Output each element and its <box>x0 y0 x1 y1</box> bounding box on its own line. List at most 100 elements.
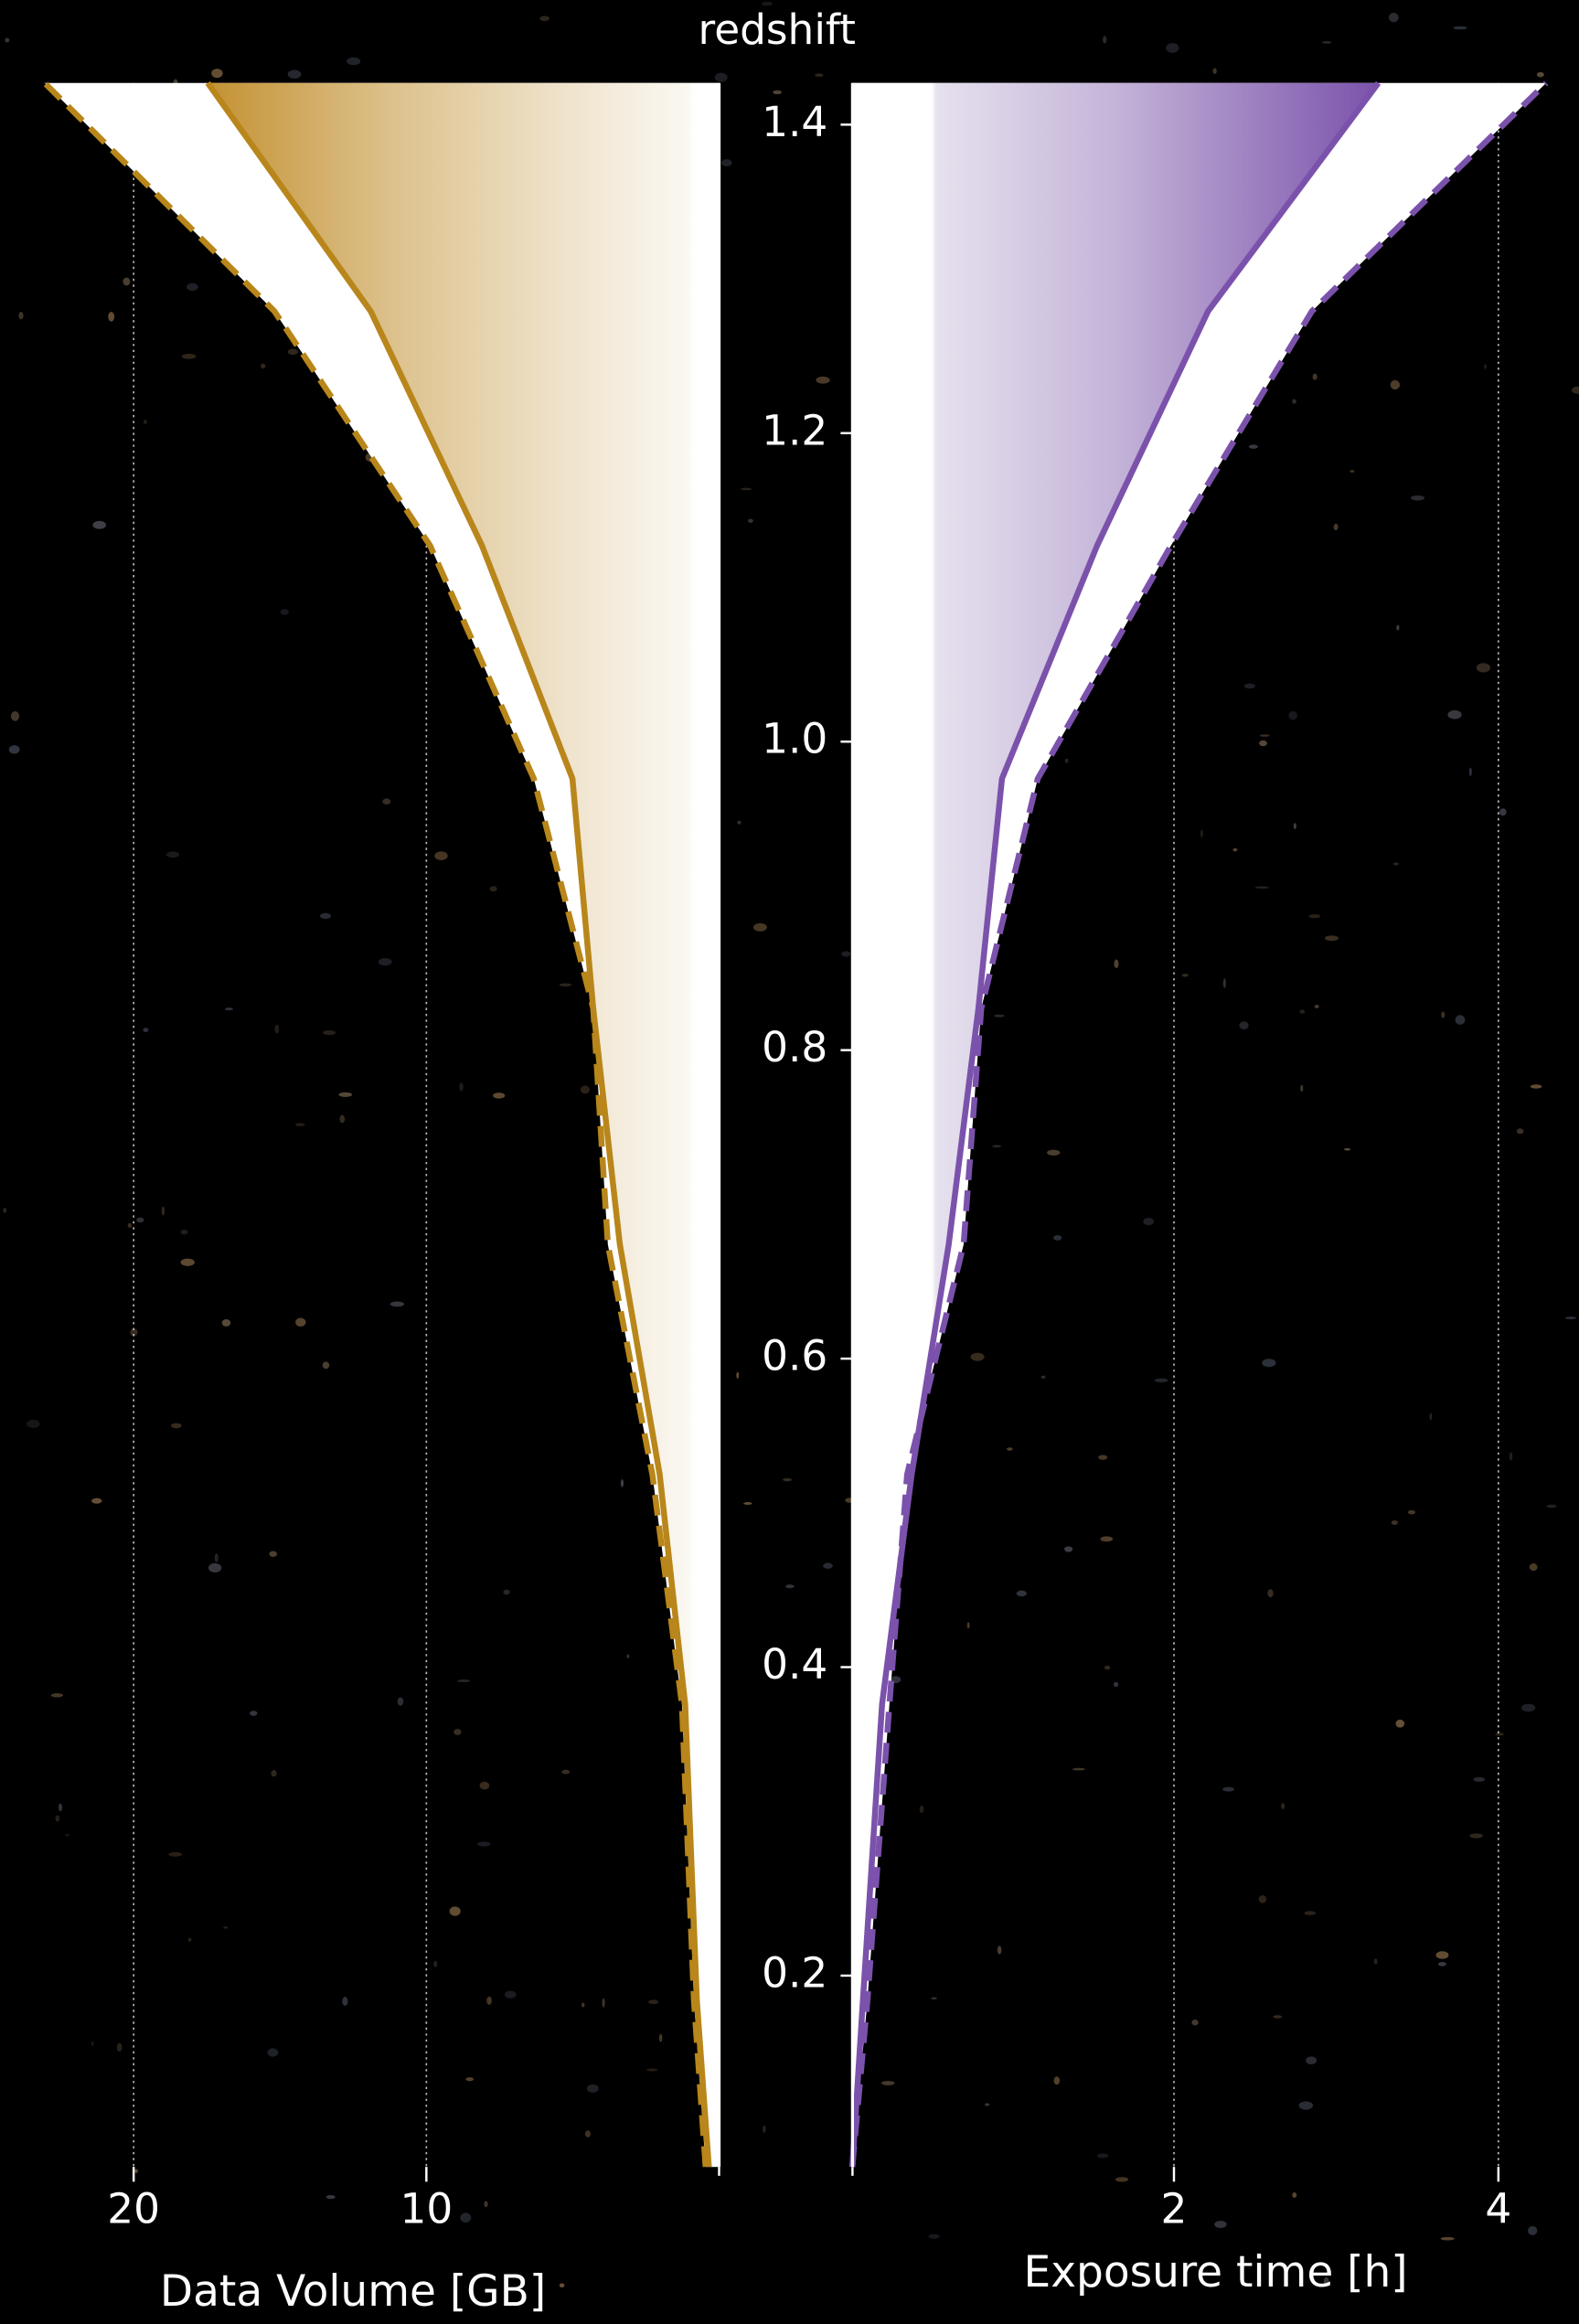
star <box>1304 1911 1317 1915</box>
star <box>539 16 549 22</box>
dashed-line <box>848 80 1549 2168</box>
star <box>1115 2177 1129 2182</box>
star <box>648 1999 659 2005</box>
star <box>295 1317 306 1327</box>
star <box>620 1478 624 1487</box>
star <box>1388 12 1399 23</box>
star <box>1006 1447 1013 1451</box>
star <box>11 711 20 721</box>
star <box>1292 399 1296 404</box>
star <box>127 1222 133 1228</box>
star <box>1053 2076 1061 2085</box>
star <box>269 1551 278 1557</box>
star <box>1064 1546 1073 1552</box>
star <box>123 277 131 286</box>
star <box>646 2068 658 2072</box>
star <box>1104 1665 1111 1670</box>
y-tick-label: 1.4 <box>762 98 827 146</box>
star <box>1232 848 1238 852</box>
star <box>161 1206 165 1216</box>
star <box>1495 1732 1504 1736</box>
star <box>287 348 299 356</box>
star <box>116 2042 123 2052</box>
star <box>1052 1234 1062 1241</box>
star <box>143 1028 149 1032</box>
star <box>992 1145 1002 1148</box>
star <box>1191 2020 1199 2026</box>
x-axis-label: Exposure time [h] <box>1024 2247 1408 2297</box>
star <box>50 1693 64 1698</box>
star <box>453 1728 462 1735</box>
star <box>271 1770 277 1777</box>
star <box>18 312 24 320</box>
star <box>928 2233 940 2239</box>
x-tick-label: 4 <box>1485 2184 1511 2233</box>
star <box>841 951 851 957</box>
star <box>581 2002 585 2008</box>
star <box>3 1208 7 1213</box>
star <box>584 2130 591 2137</box>
star <box>267 2048 279 2057</box>
star <box>1254 886 1270 890</box>
star <box>223 1926 229 1929</box>
star <box>1390 379 1401 390</box>
star <box>1473 1776 1486 1782</box>
star <box>1262 1359 1276 1368</box>
star <box>378 958 392 966</box>
star <box>1396 624 1400 631</box>
star <box>1321 40 1332 44</box>
star <box>1441 1011 1446 1018</box>
plot-area: 20 10 0.2 0.4 0.6 0.8 1.0 1.2 1.4 2 4 <box>42 80 1549 2233</box>
star <box>382 798 391 805</box>
star <box>1392 862 1399 866</box>
star <box>1484 364 1487 369</box>
star <box>1293 823 1296 830</box>
star <box>274 1024 280 1034</box>
star <box>1468 767 1472 776</box>
star <box>479 1781 490 1790</box>
star <box>1453 26 1467 30</box>
star <box>1154 1378 1168 1382</box>
star <box>1298 2101 1314 2110</box>
solid-line <box>205 80 712 2168</box>
star <box>208 1562 222 1572</box>
star <box>320 912 331 920</box>
star <box>187 1937 192 1942</box>
star <box>221 1318 231 1327</box>
star <box>559 983 572 987</box>
star <box>815 73 824 78</box>
star <box>187 283 198 292</box>
star <box>287 69 302 80</box>
star <box>559 2283 565 2288</box>
star <box>477 1841 491 1847</box>
y-tick-label: 0.4 <box>762 1640 827 1689</box>
star <box>136 1217 144 1223</box>
shaded-area <box>852 82 1379 2168</box>
star <box>134 2169 138 2174</box>
star <box>1259 740 1267 747</box>
star <box>1411 495 1425 501</box>
star <box>1259 734 1270 737</box>
star <box>457 1679 471 1683</box>
star <box>27 1419 40 1428</box>
y-tick-label: 0.8 <box>762 1023 827 1071</box>
star <box>919 1805 924 1814</box>
star <box>1325 935 1339 942</box>
star <box>504 1990 517 1999</box>
star <box>1435 1951 1449 1959</box>
star <box>1407 1509 1415 1515</box>
star <box>347 57 361 66</box>
star <box>1440 2236 1455 2241</box>
star <box>459 1082 464 1092</box>
star <box>1248 444 1258 449</box>
star <box>816 376 830 384</box>
star <box>91 1498 102 1504</box>
star <box>503 1589 510 1595</box>
star <box>65 1833 69 1837</box>
star <box>1300 1084 1304 1093</box>
star <box>91 2041 94 2046</box>
star <box>143 420 147 424</box>
star <box>1299 1009 1306 1014</box>
star <box>1273 2015 1283 2019</box>
